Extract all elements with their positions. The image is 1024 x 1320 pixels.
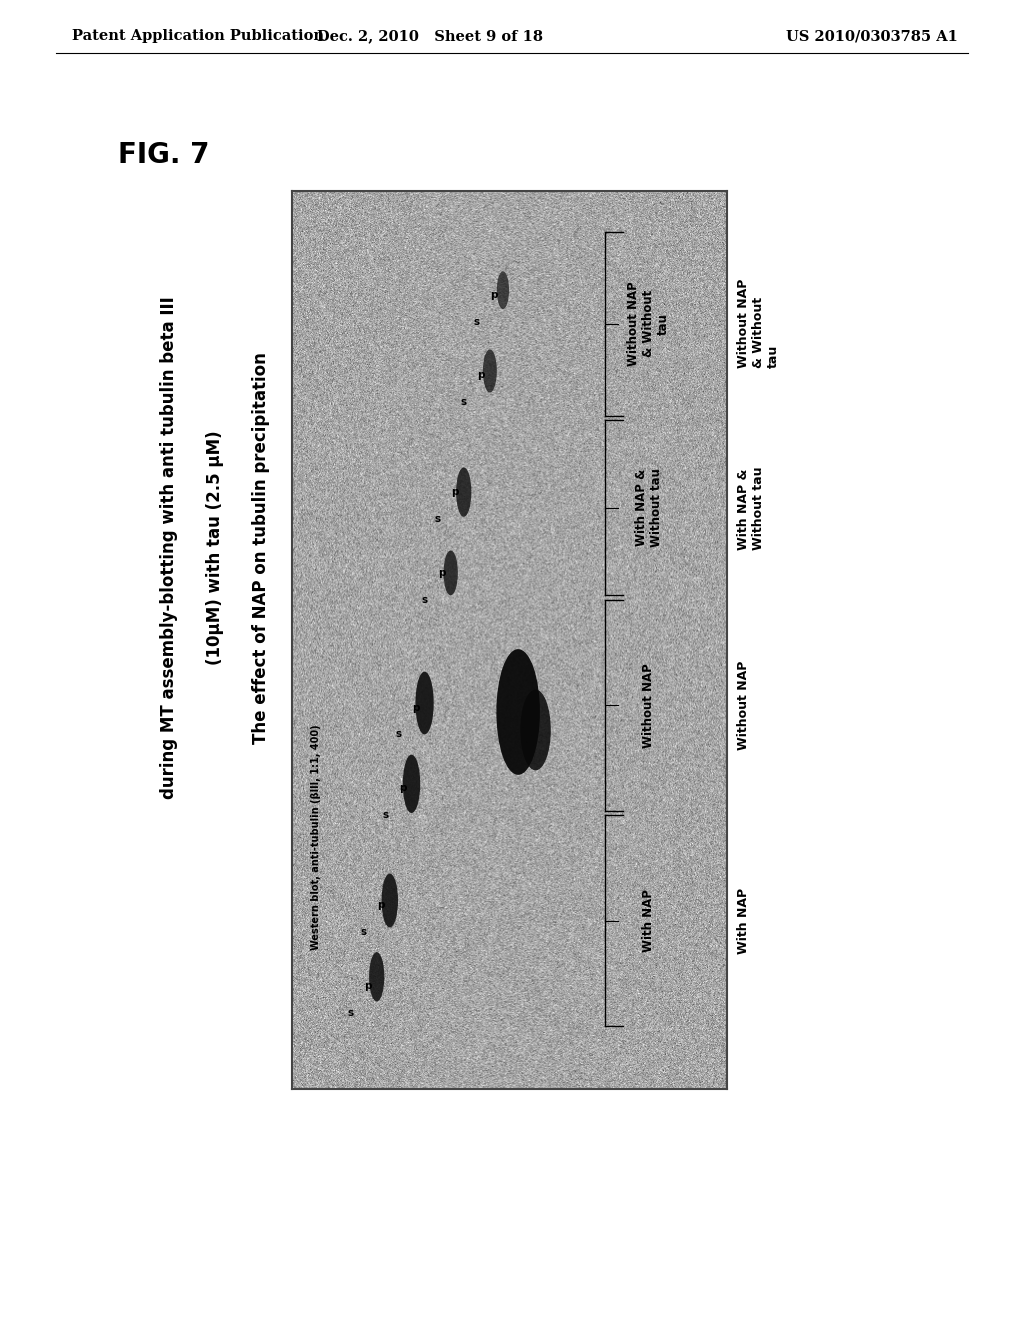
Text: With NAP &
Without tau: With NAP & Without tau (737, 466, 765, 549)
Text: s: s (461, 397, 467, 408)
Text: p: p (365, 981, 372, 991)
Text: Without NAP
& Without
tau: Without NAP & Without tau (628, 281, 670, 366)
Text: s: s (395, 730, 401, 739)
Text: Without NAP: Without NAP (737, 660, 751, 750)
Ellipse shape (483, 350, 497, 392)
Text: Western blot, anti-tubulin (βIII, 1:1, 400): Western blot, anti-tubulin (βIII, 1:1, 4… (310, 725, 321, 950)
Text: Without NAP
& Without
tau: Without NAP & Without tau (737, 279, 780, 368)
Ellipse shape (456, 467, 471, 516)
Text: FIG. 7: FIG. 7 (118, 141, 209, 169)
Ellipse shape (416, 672, 434, 734)
Text: s: s (382, 810, 388, 820)
Ellipse shape (402, 755, 420, 813)
Ellipse shape (382, 874, 398, 928)
Text: US 2010/0303785 A1: US 2010/0303785 A1 (785, 29, 957, 44)
Text: s: s (422, 595, 428, 605)
Text: s: s (347, 1007, 353, 1018)
Text: With NAP &
Without tau: With NAP & Without tau (635, 469, 663, 548)
Text: p: p (490, 289, 498, 300)
Text: p: p (452, 487, 459, 498)
Text: Without NAP: Without NAP (642, 663, 655, 747)
Ellipse shape (443, 550, 458, 595)
Ellipse shape (369, 952, 384, 1002)
Text: p: p (412, 702, 420, 713)
Text: s: s (434, 513, 440, 524)
Ellipse shape (497, 272, 509, 309)
Text: Dec. 2, 2010   Sheet 9 of 18: Dec. 2, 2010 Sheet 9 of 18 (317, 29, 543, 44)
Text: The effect of NAP on tubulin precipitation: The effect of NAP on tubulin precipitati… (252, 352, 270, 743)
Ellipse shape (497, 649, 540, 775)
Text: s: s (360, 927, 367, 937)
Text: p: p (438, 568, 445, 578)
Ellipse shape (520, 689, 551, 771)
Text: With NAP: With NAP (642, 890, 655, 952)
Text: during MT assembly-blotting with anti tubulin beta III: during MT assembly-blotting with anti tu… (160, 297, 178, 799)
Text: (10μM) with tau (2.5 μM): (10μM) with tau (2.5 μM) (206, 430, 224, 665)
Text: s: s (474, 317, 480, 326)
Text: p: p (399, 783, 407, 793)
Text: p: p (377, 900, 385, 909)
Text: Patent Application Publication: Patent Application Publication (72, 29, 324, 44)
Text: p: p (477, 371, 485, 380)
Text: With NAP: With NAP (737, 887, 751, 954)
